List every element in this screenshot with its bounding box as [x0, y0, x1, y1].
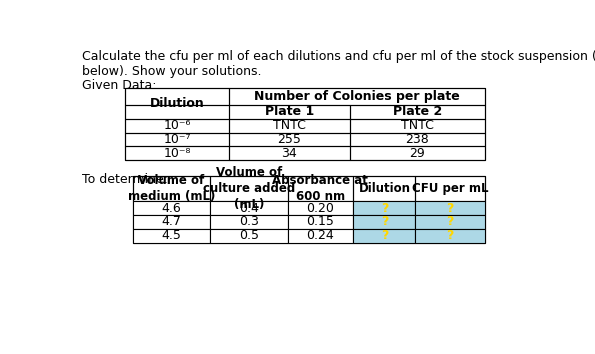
Text: 4.5: 4.5 — [161, 229, 181, 242]
Bar — [125, 88, 230, 105]
Text: CFU per mL: CFU per mL — [412, 182, 488, 195]
Bar — [210, 201, 287, 215]
Text: 0.20: 0.20 — [306, 201, 334, 215]
Bar — [125, 88, 485, 160]
Text: 34: 34 — [281, 147, 298, 160]
Bar — [133, 176, 210, 201]
Text: Plate 1: Plate 1 — [265, 105, 314, 118]
Text: Number of Colonies per plate: Number of Colonies per plate — [255, 90, 460, 103]
Text: Calculate the cfu per ml of each dilutions and cfu per ml of the stock suspensio: Calculate the cfu per ml of each dilutio… — [82, 50, 595, 78]
Bar — [125, 147, 230, 160]
Text: Plate 2: Plate 2 — [393, 105, 442, 118]
Text: 10⁻⁶: 10⁻⁶ — [164, 119, 191, 132]
Bar — [415, 201, 485, 215]
Text: 238: 238 — [405, 133, 429, 146]
Bar — [230, 119, 349, 132]
Text: To determine:: To determine: — [82, 173, 168, 185]
Text: Absorbance at
600 nm: Absorbance at 600 nm — [273, 174, 368, 203]
Bar — [353, 176, 415, 201]
Text: Dilution: Dilution — [150, 97, 205, 110]
Text: 0.5: 0.5 — [239, 229, 259, 242]
Text: ?: ? — [447, 229, 454, 242]
Bar — [125, 132, 230, 147]
Bar — [349, 119, 485, 132]
Text: Volume of
culture added
(mL): Volume of culture added (mL) — [203, 166, 295, 211]
Bar — [210, 176, 287, 201]
Bar — [349, 132, 485, 147]
Text: 4.6: 4.6 — [161, 201, 181, 215]
Bar — [230, 105, 349, 119]
Text: Dilution: Dilution — [358, 182, 411, 195]
Text: TNTC: TNTC — [401, 119, 434, 132]
Text: ?: ? — [381, 229, 388, 242]
Bar — [415, 176, 485, 201]
Text: Given Data:: Given Data: — [82, 79, 156, 92]
Bar — [125, 105, 230, 119]
Bar — [230, 132, 349, 147]
Text: ?: ? — [447, 215, 454, 228]
Bar — [415, 215, 485, 229]
Text: TNTC: TNTC — [273, 119, 306, 132]
Text: 0.3: 0.3 — [239, 215, 259, 228]
Bar — [353, 229, 415, 243]
Bar — [287, 215, 353, 229]
Bar — [133, 201, 210, 215]
Bar — [349, 105, 485, 119]
Text: 0.24: 0.24 — [306, 229, 334, 242]
Bar — [353, 215, 415, 229]
Bar — [230, 147, 349, 160]
Text: 4.7: 4.7 — [161, 215, 181, 228]
Bar — [210, 215, 287, 229]
Bar — [133, 176, 485, 243]
Bar — [230, 88, 485, 105]
Text: ?: ? — [381, 201, 388, 215]
Bar — [287, 229, 353, 243]
Bar — [125, 119, 230, 132]
Text: Volume of
medium (mL): Volume of medium (mL) — [127, 174, 215, 203]
Bar — [133, 229, 210, 243]
Text: 0.15: 0.15 — [306, 215, 334, 228]
Text: 0.4: 0.4 — [239, 201, 259, 215]
Bar — [349, 147, 485, 160]
Bar — [353, 201, 415, 215]
Text: ?: ? — [447, 201, 454, 215]
Text: 29: 29 — [409, 147, 425, 160]
Bar — [287, 201, 353, 215]
Text: ?: ? — [381, 215, 388, 228]
Text: 10⁻⁷: 10⁻⁷ — [163, 133, 191, 146]
Bar — [210, 229, 287, 243]
Bar — [415, 229, 485, 243]
Bar — [133, 215, 210, 229]
Text: 255: 255 — [277, 133, 302, 146]
Bar — [287, 176, 353, 201]
Text: 10⁻⁸: 10⁻⁸ — [163, 147, 191, 160]
